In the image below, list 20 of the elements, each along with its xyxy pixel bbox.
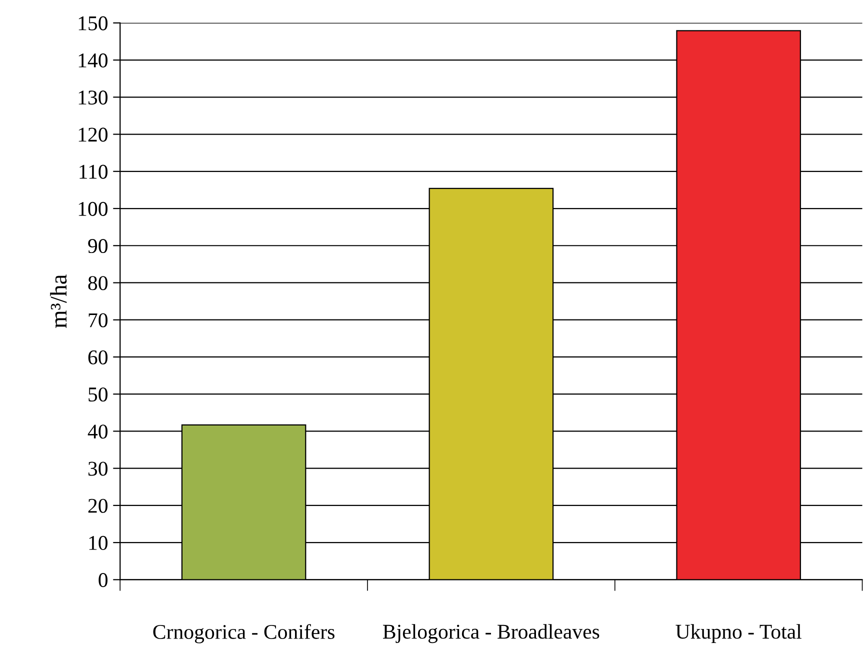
y-axis-title: m³/ha — [50, 274, 67, 328]
y-tick-label: 90 — [88, 239, 108, 254]
x-tick-label: Crnogorica - Conifers — [153, 624, 334, 644]
y-tick-label: 80 — [88, 276, 108, 290]
y-tick-label: 70 — [88, 313, 108, 328]
y-tick-label: 140 — [78, 53, 108, 68]
y-tick-label: 110 — [80, 164, 108, 179]
y-tick-label: 40 — [88, 424, 108, 439]
y-tick-label: 30 — [88, 462, 108, 476]
y-tick-label: 130 — [78, 90, 108, 105]
y-tick-label: 100 — [78, 202, 108, 216]
y-tick-label: 50 — [88, 387, 108, 402]
y-tick-label: 60 — [88, 350, 108, 364]
y-tick-label: 10 — [89, 536, 108, 550]
y-tick-label: 0 — [98, 573, 108, 588]
x-tick-label: Bjelogorica - Broadleaves — [383, 624, 600, 644]
y-tick-label: 120 — [78, 128, 108, 142]
y-tick-label: 150 — [78, 16, 108, 30]
y-tick-label: 20 — [88, 498, 108, 513]
x-tick-label: Ukupno - Total — [676, 624, 802, 644]
